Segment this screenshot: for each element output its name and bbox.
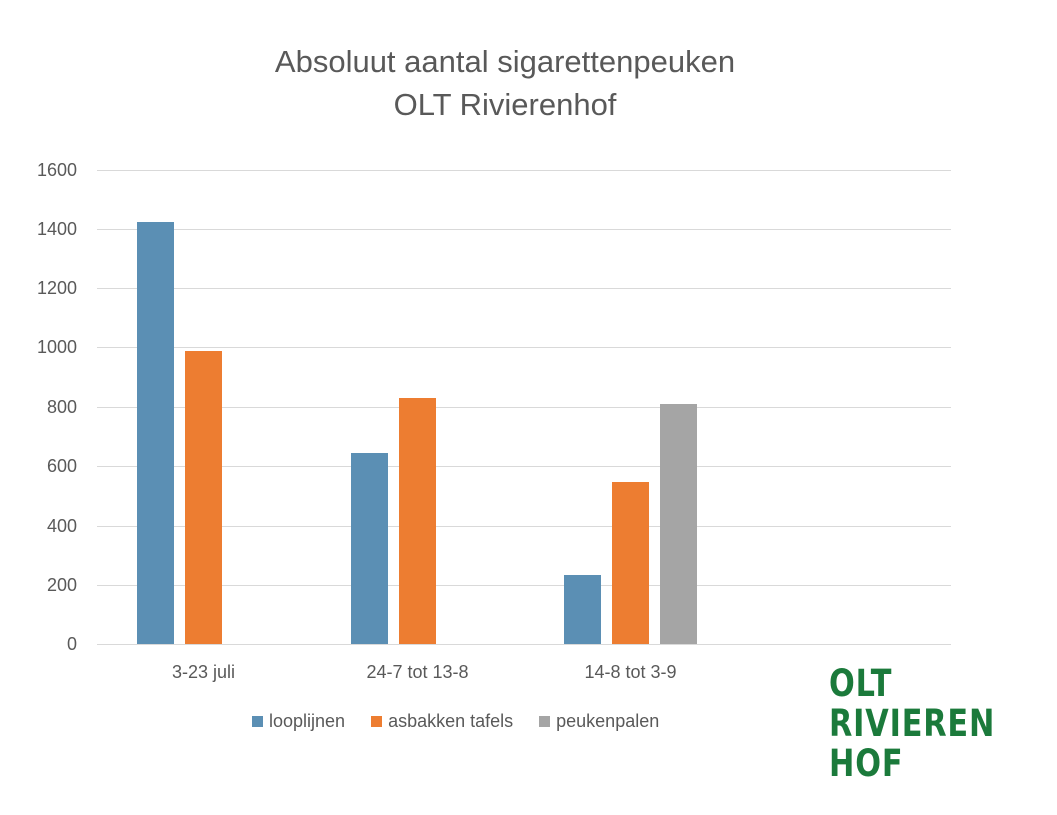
x-label: 14-8 tot 3-9 bbox=[584, 662, 677, 682]
logo-line: HOF bbox=[829, 742, 904, 785]
x-label: 3-23 juli bbox=[171, 662, 236, 682]
legend-label: looplijnen bbox=[269, 711, 346, 731]
logo-line: OLT bbox=[829, 662, 893, 705]
legend-item-asbakken-tafels: asbakken tafels bbox=[371, 711, 513, 732]
chart-title: Absoluut aantal sigarettenpeuken bbox=[274, 44, 736, 79]
bar-peukenpalen bbox=[660, 404, 698, 644]
y-tick: 0 bbox=[66, 634, 77, 654]
legend-swatch-icon bbox=[539, 716, 551, 727]
chart-subtitle: OLT Rivierenhof bbox=[393, 87, 617, 122]
legend-swatch-icon bbox=[371, 716, 383, 727]
legend-label: peukenpalen bbox=[556, 711, 660, 731]
y-tick: 1000 bbox=[36, 337, 77, 357]
bar-looplijnen bbox=[137, 221, 175, 644]
gridline bbox=[97, 585, 951, 586]
bar-asbakken-tafels bbox=[612, 481, 650, 644]
gridline bbox=[97, 170, 951, 171]
bar-asbakken-tafels bbox=[398, 398, 436, 644]
y-tick: 800 bbox=[46, 397, 77, 417]
gridline bbox=[97, 407, 951, 408]
bar-looplijnen bbox=[350, 452, 388, 644]
bar-looplijnen bbox=[564, 574, 602, 644]
gridline bbox=[97, 466, 951, 467]
gridline bbox=[97, 288, 951, 289]
legend-item-looplijnen: looplijnen bbox=[252, 711, 345, 732]
olt-rivierenhof-logo: OLT RIVIEREN HOF bbox=[829, 664, 995, 784]
plot-area bbox=[97, 170, 951, 645]
logo-line: RIVIEREN bbox=[829, 702, 996, 745]
y-tick: 400 bbox=[46, 516, 77, 536]
gridline bbox=[97, 347, 951, 348]
y-tick: 200 bbox=[46, 575, 77, 595]
bar-asbakken-tafels bbox=[185, 351, 223, 644]
y-tick: 1600 bbox=[36, 160, 77, 180]
legend-item-peukenpalen: peukenpalen bbox=[539, 711, 659, 732]
x-axis-line bbox=[97, 644, 951, 645]
legend-swatch-icon bbox=[252, 716, 263, 727]
x-label: 24-7 tot 13-8 bbox=[366, 662, 469, 682]
y-tick: 600 bbox=[46, 456, 77, 476]
y-tick: 1400 bbox=[36, 219, 77, 239]
gridline bbox=[97, 229, 951, 230]
y-tick: 1200 bbox=[36, 278, 77, 298]
legend: looplijnen asbakken tafels peukenpalen bbox=[252, 711, 659, 732]
gridline bbox=[97, 526, 951, 527]
legend-label: asbakken tafels bbox=[388, 711, 514, 731]
